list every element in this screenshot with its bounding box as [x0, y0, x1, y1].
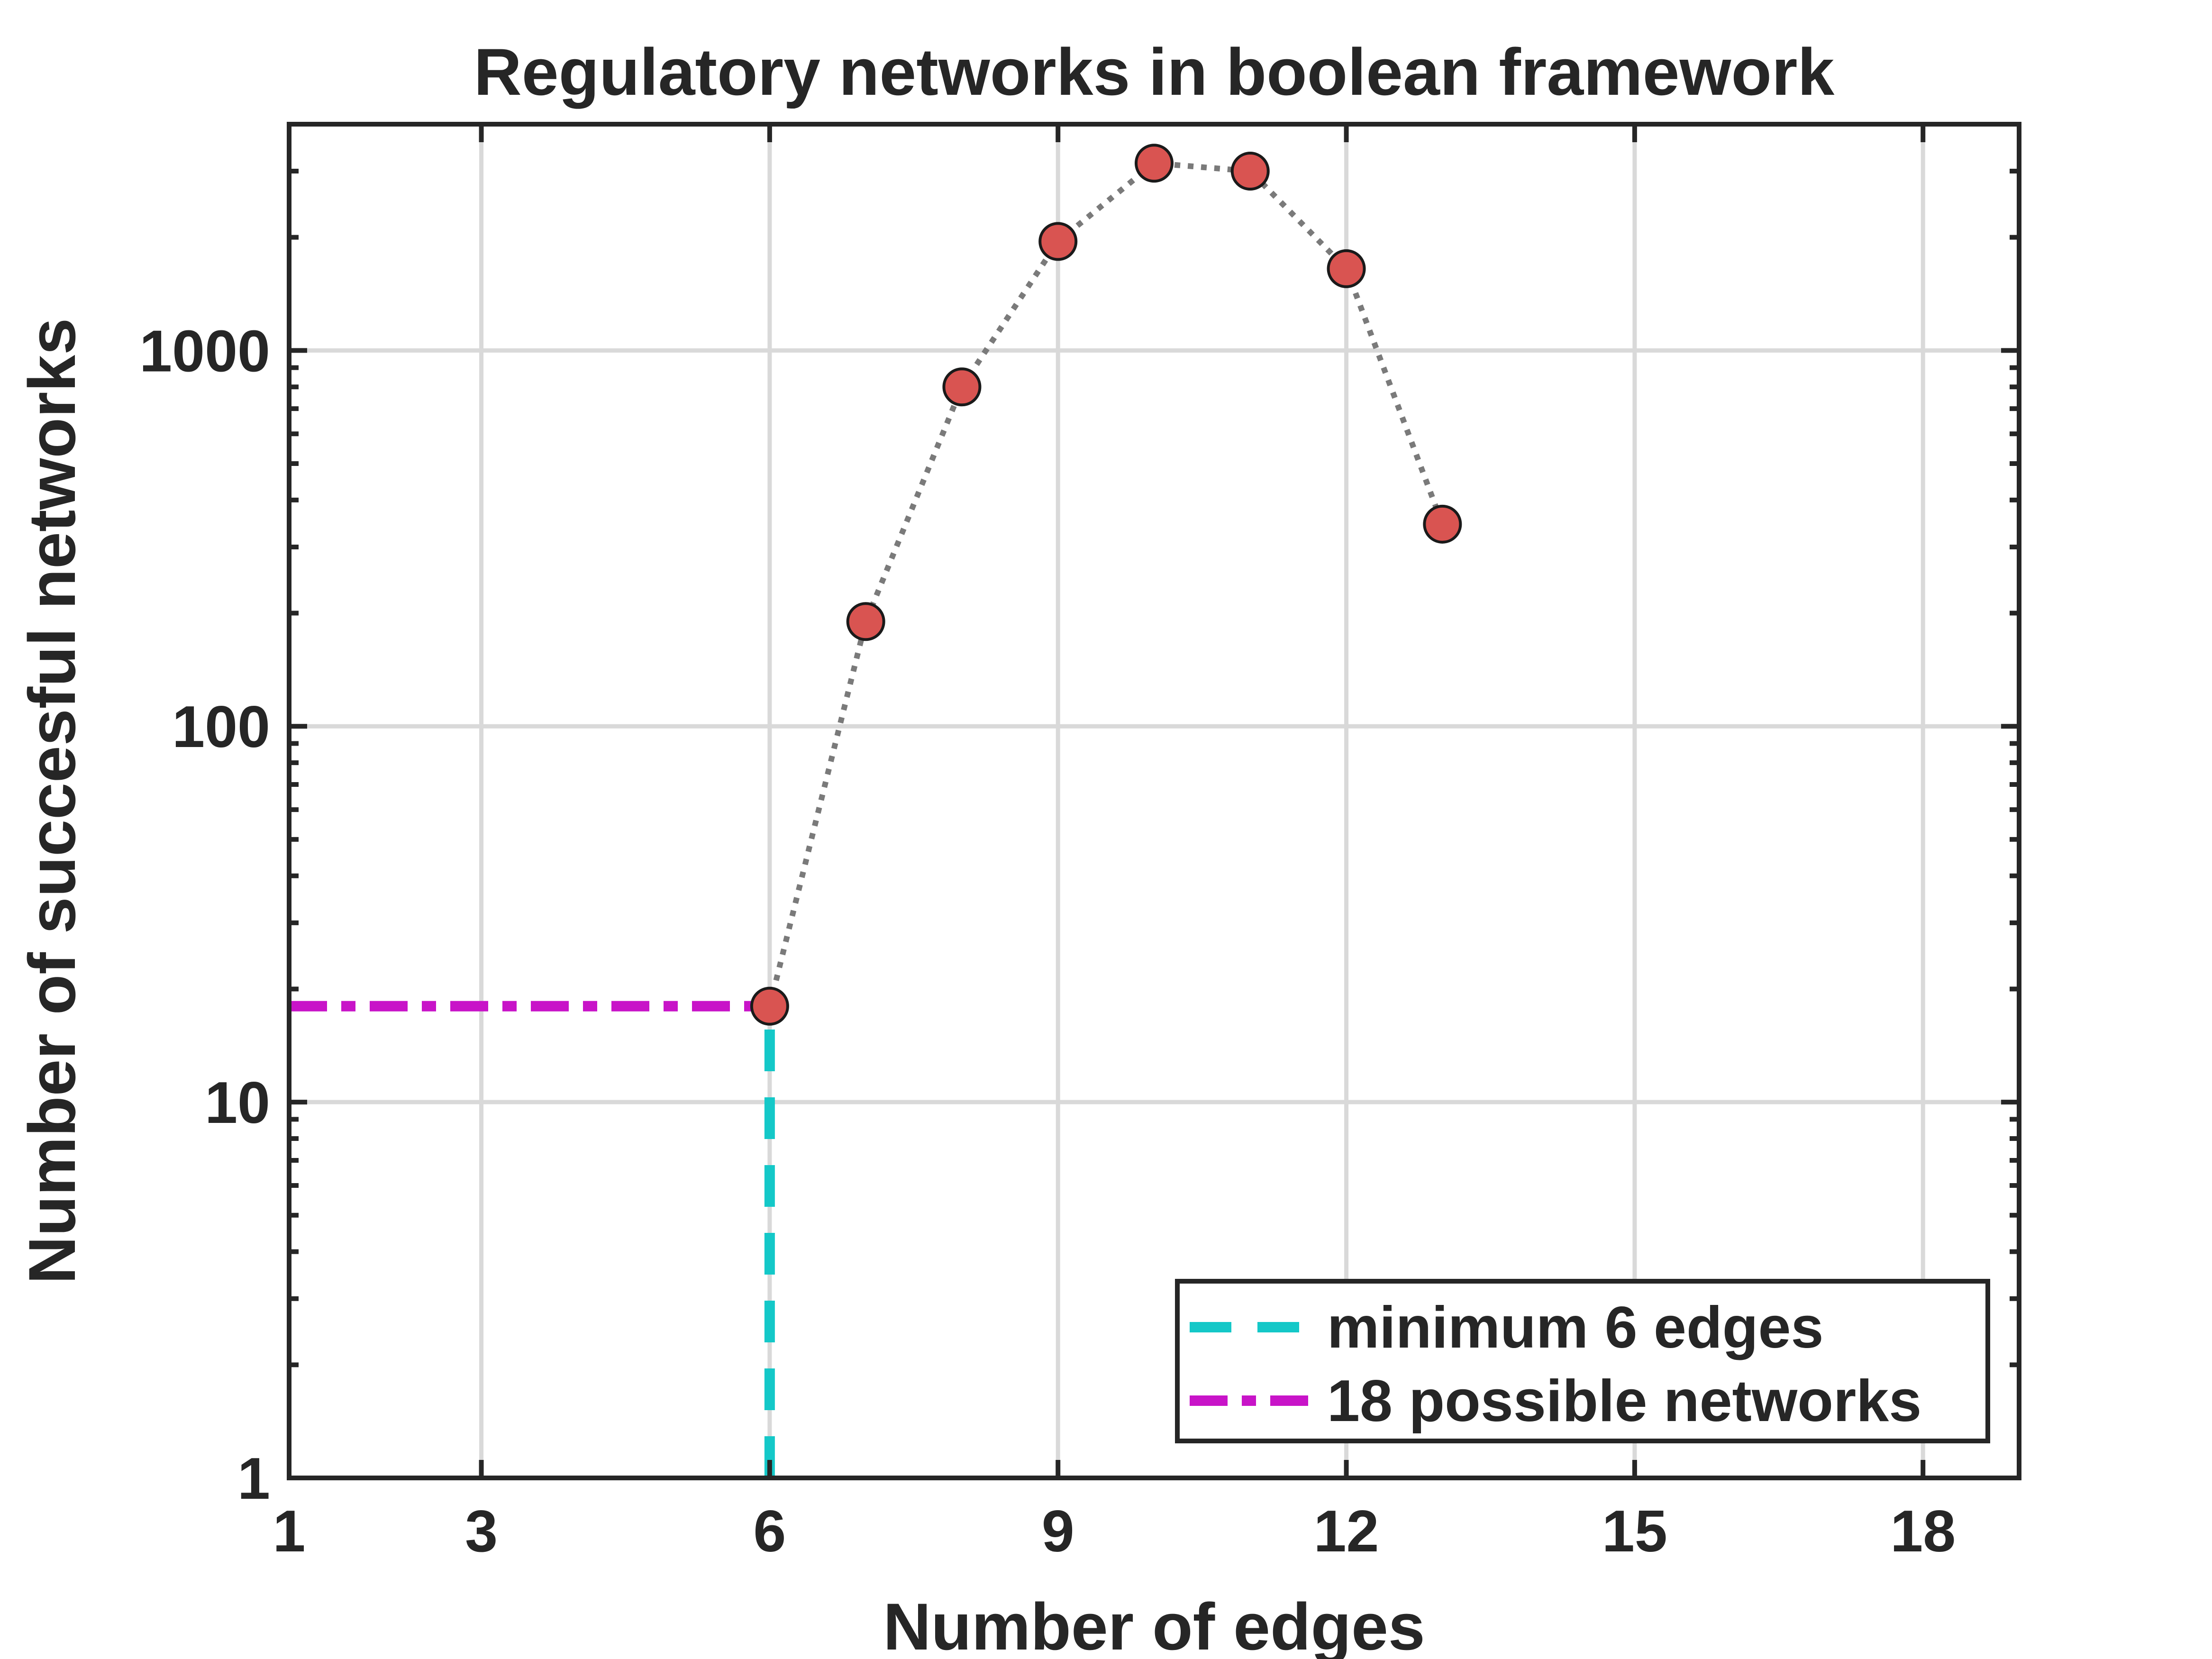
y-tick-label: 100 — [172, 694, 270, 760]
x-tick-label: 6 — [753, 1499, 786, 1564]
y-tick-label: 1000 — [139, 319, 270, 384]
legend-box — [1175, 1279, 1990, 1443]
data-point — [1135, 144, 1174, 183]
y-axis-label: Number of succesful networks — [15, 318, 89, 1284]
chart-title: Regulatory networks in boolean framework — [474, 35, 1835, 109]
legend: minimum 6 edges 18 possible networks — [1175, 1279, 1990, 1443]
x-tick-label: 12 — [1314, 1499, 1379, 1564]
data-point — [1327, 249, 1366, 288]
series-line — [767, 160, 1445, 1007]
data-point — [846, 602, 885, 641]
x-tick-label: 1 — [273, 1499, 306, 1564]
plot-frame — [287, 122, 2021, 1480]
data-point — [942, 367, 982, 407]
grid — [289, 124, 2019, 1478]
data-point — [1423, 504, 1462, 544]
plot-area — [289, 124, 2019, 1478]
legend-label-minimum-edges: minimum 6 edges — [1327, 1295, 1823, 1360]
x-tick-label: 3 — [465, 1499, 498, 1564]
legend-label-possible-networks: 18 possible networks — [1327, 1368, 1921, 1434]
y-tick-label: 1 — [237, 1446, 270, 1512]
x-axis-label: Number of edges — [883, 1589, 1425, 1659]
x-tick-label: 9 — [1042, 1499, 1074, 1564]
x-tick-label: 15 — [1602, 1499, 1667, 1564]
data-point — [1230, 152, 1270, 191]
data-point — [1038, 222, 1078, 261]
x-tick-label: 18 — [1890, 1499, 1956, 1564]
data-point — [750, 986, 789, 1026]
reference-lines — [289, 1001, 775, 1478]
tick-labels: 1 3 6 9 12 15 18 1 10 100 1000 — [139, 319, 1956, 1564]
data-series — [750, 144, 1462, 1026]
y-tick-label: 10 — [205, 1070, 270, 1136]
